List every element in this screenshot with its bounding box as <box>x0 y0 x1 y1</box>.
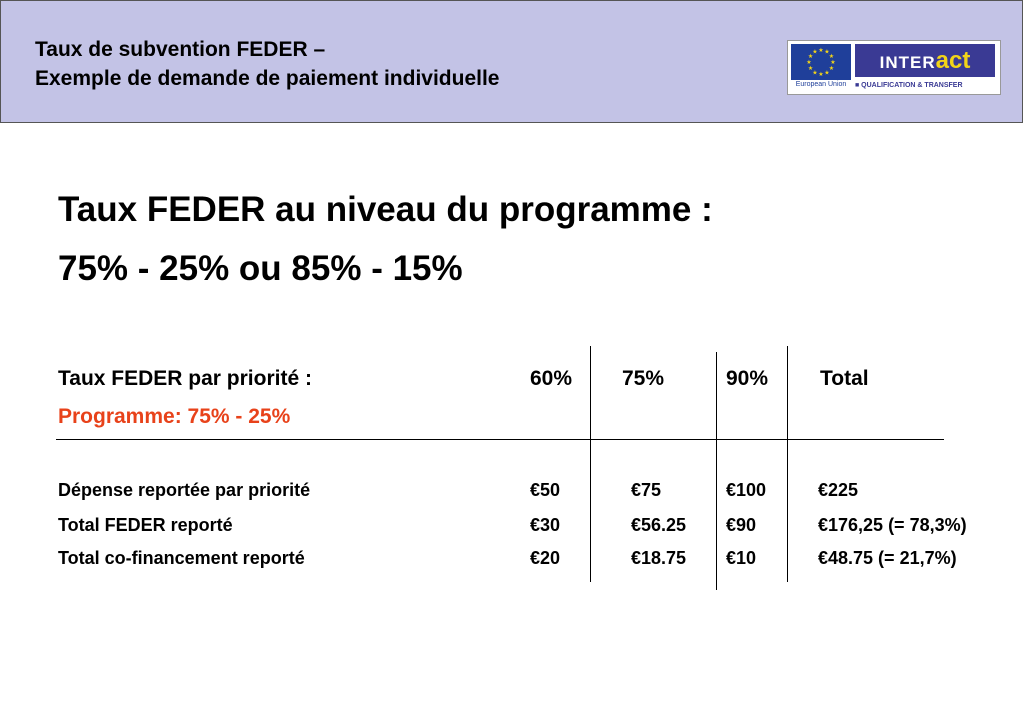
eu-caption: European Union <box>795 81 847 88</box>
table-divider-3 <box>787 346 788 582</box>
row-label-cofinancement: Total co-financement reporté <box>58 548 305 568</box>
row-label-depense: Dépense reportée par priorité <box>58 480 311 500</box>
brand-suffix: act <box>935 47 971 74</box>
svg-text:★: ★ <box>812 69 817 76</box>
table-cell: €176,25 (= 78,3%) <box>818 515 967 535</box>
table-cell: €30 <box>530 515 561 535</box>
main-heading-line1: Taux FEDER au niveau du programme : <box>58 190 713 229</box>
slide-title-line1: Taux de subvention FEDER – <box>35 38 326 61</box>
svg-text:★: ★ <box>824 49 829 56</box>
column-header-90: 90% <box>726 367 769 390</box>
table-cell: €10 <box>726 548 757 568</box>
table-label-subheader: Programme: 75% - 25% <box>58 405 291 428</box>
slide-title-line2: Exemple de demande de paiement individue… <box>35 67 500 90</box>
svg-text:★: ★ <box>808 53 813 60</box>
svg-text:★: ★ <box>829 53 834 60</box>
table-divider-1 <box>590 346 591 582</box>
brand-subtitle: ■ QUALIFICATION & TRANSFER <box>855 82 963 89</box>
table-cell: €75 <box>631 480 662 500</box>
table-header-rule <box>56 439 944 440</box>
table-cell: €56.25 <box>631 515 687 535</box>
slide-title: Taux de subvention FEDER – Exemple de de… <box>35 35 499 93</box>
main-heading-line2: 75% - 25% ou 85% - 15% <box>58 249 463 288</box>
column-header-60: 60% <box>530 367 573 390</box>
table-cell: €50 <box>530 480 561 500</box>
table-label-header: Taux FEDER par priorité : <box>58 367 312 390</box>
row-label-feder: Total FEDER reporté <box>58 515 233 535</box>
table-divider-2 <box>716 352 717 590</box>
svg-text:★: ★ <box>829 65 834 72</box>
slide-header: Taux de subvention FEDER – Exemple de de… <box>0 0 1023 123</box>
svg-text:★: ★ <box>830 59 835 66</box>
table-cell: €100 <box>726 480 767 500</box>
svg-text:★: ★ <box>818 47 823 54</box>
svg-text:★: ★ <box>818 71 823 78</box>
table-cell: €20 <box>530 548 561 568</box>
table-cell: €18.75 <box>631 548 687 568</box>
svg-text:★: ★ <box>808 65 813 72</box>
brand-prefix: INTER <box>879 53 936 72</box>
eu-flag-icon: ★ ★ ★ ★ ★ ★ ★ ★ ★ ★ ★ ★ <box>791 44 851 80</box>
table-cell: €225 <box>818 480 859 500</box>
table-cell: €90 <box>726 515 757 535</box>
table-cell: €48.75 (= 21,7%) <box>818 548 957 568</box>
brand-wordmark: INTERact <box>855 44 995 77</box>
interact-logo: ★ ★ ★ ★ ★ ★ ★ ★ ★ ★ ★ ★ European Union I… <box>787 40 1001 95</box>
svg-text:★: ★ <box>806 59 811 66</box>
svg-text:★: ★ <box>824 69 829 76</box>
column-header-total: Total <box>820 367 869 390</box>
svg-text:★: ★ <box>812 49 817 56</box>
column-header-75: 75% <box>622 367 665 390</box>
